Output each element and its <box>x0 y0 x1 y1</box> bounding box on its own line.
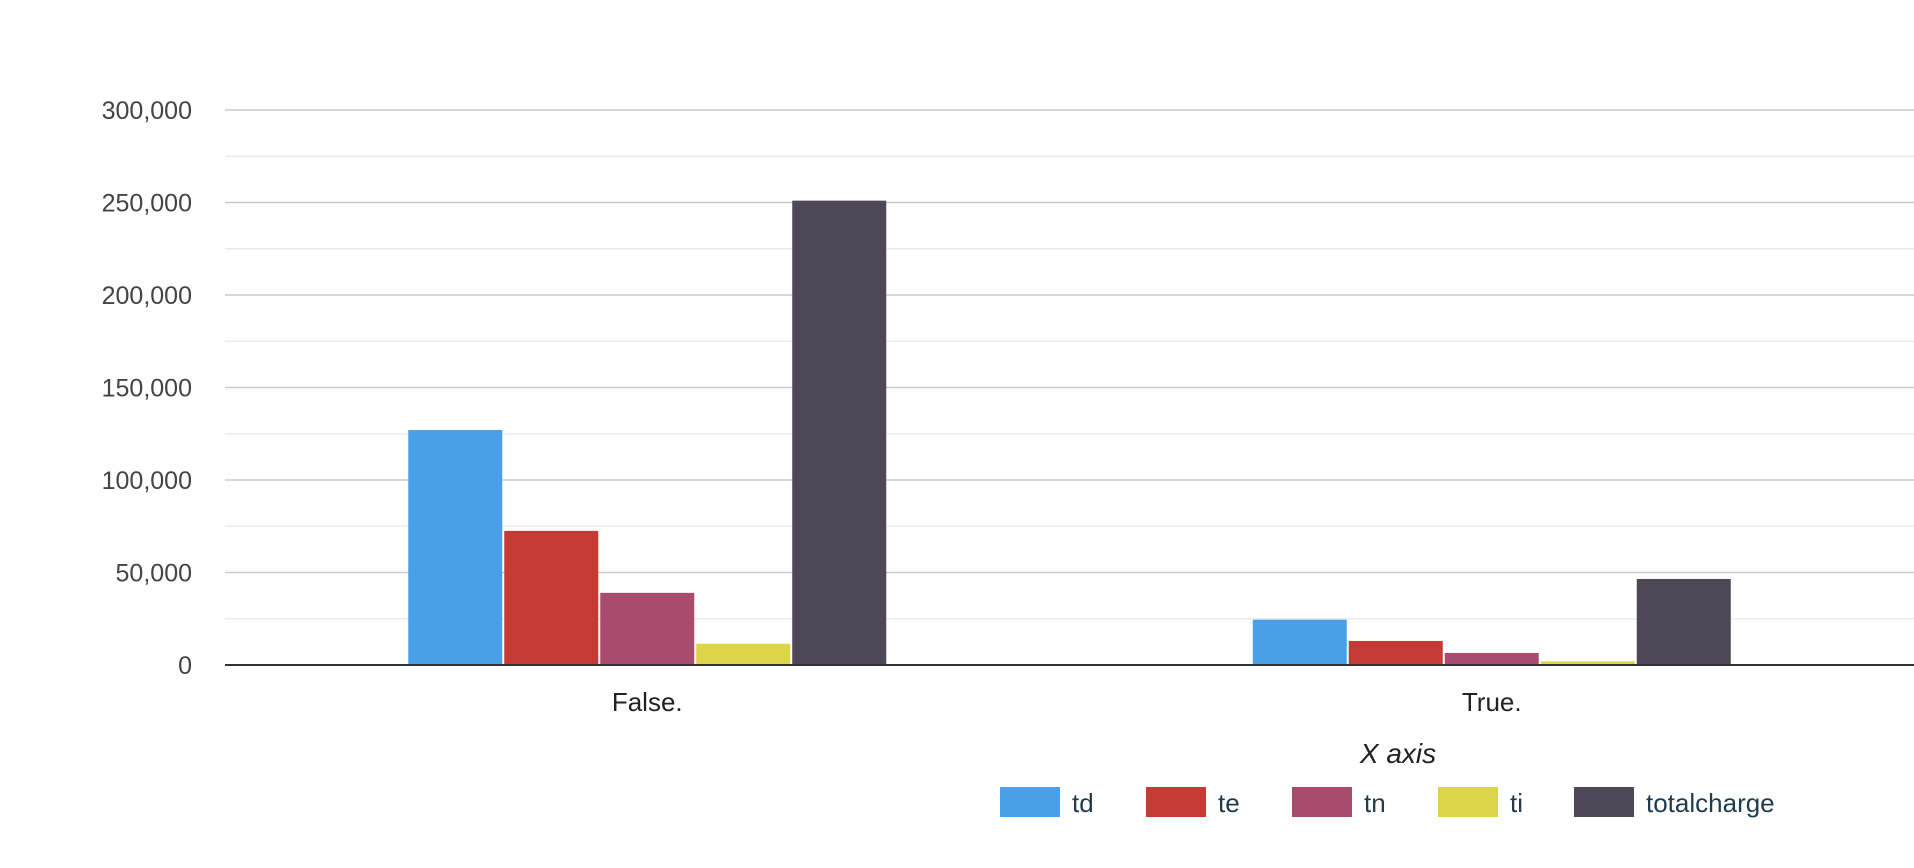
y-tick-label: 50,000 <box>116 560 192 588</box>
bars <box>408 200 1731 665</box>
bar-ti-false <box>696 643 791 665</box>
legend-label-te: te <box>1218 788 1240 818</box>
legend-swatch-te <box>1146 787 1206 817</box>
bar-totalcharge-false <box>792 200 887 665</box>
y-tick-label: 0 <box>178 652 192 680</box>
bar-td-false <box>408 430 503 665</box>
legend-label-td: td <box>1072 788 1094 818</box>
y-tick-labels: 0 50,000 100,000 150,000 200,000 250,000 300,0… <box>102 97 192 680</box>
y-tick-label: 100,000 <box>102 467 192 495</box>
legend-label-ti: ti <box>1510 788 1523 818</box>
bar-tn-true <box>1444 652 1539 665</box>
bar-tn-false <box>600 592 695 665</box>
category-labels: False. True. <box>612 687 1522 717</box>
legend-swatch-tn <box>1292 787 1352 817</box>
bar-ti-true <box>1540 661 1635 665</box>
legend-swatch-totalcharge <box>1574 787 1634 817</box>
legend-label-totalcharge: totalcharge <box>1646 788 1775 818</box>
legend-swatch-td <box>1000 787 1060 817</box>
bar-totalcharge-true <box>1636 578 1731 665</box>
legend: td te tn ti totalcharge <box>1000 787 1775 818</box>
legend-swatch-ti <box>1438 787 1498 817</box>
y-tick-label: 200,000 <box>102 282 192 310</box>
y-tick-label: 300,000 <box>102 97 192 125</box>
bar-td-true <box>1252 619 1347 665</box>
x-axis-title: X axis <box>1359 738 1436 769</box>
y-tick-label: 150,000 <box>102 375 192 403</box>
x-category-label: True. <box>1462 687 1522 717</box>
bar-te-false <box>504 530 599 665</box>
bar-te-true <box>1348 640 1443 665</box>
legend-label-tn: tn <box>1364 788 1386 818</box>
x-category-label: False. <box>612 687 683 717</box>
y-tick-label: 250,000 <box>102 190 192 218</box>
